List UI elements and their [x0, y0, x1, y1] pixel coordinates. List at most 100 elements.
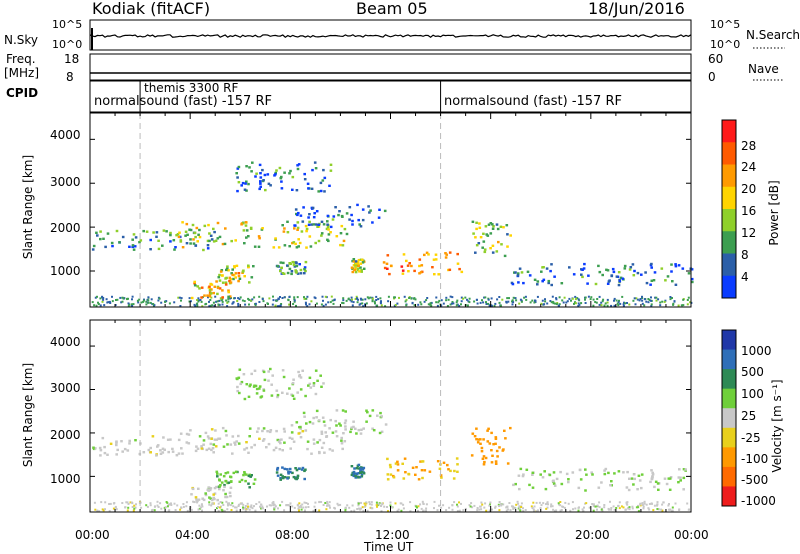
velocity-scatter-cell — [250, 372, 253, 376]
velocity-ground-cell — [537, 509, 539, 512]
power-ground-cell — [440, 299, 443, 302]
power-scatter-cell — [279, 177, 283, 180]
power-scatter-cell — [202, 248, 205, 252]
velocity-ground-cell — [440, 506, 443, 509]
power-ground-cell — [638, 299, 641, 302]
power-colorbar-segment — [722, 142, 736, 165]
velocity-ground-cell — [618, 501, 621, 504]
velocity-ground-cell — [470, 502, 473, 505]
power-scatter-cell — [245, 236, 248, 239]
power-scatter-cell — [219, 297, 223, 300]
velocity-scatter-cell — [630, 477, 634, 480]
velocity-scatter-cell — [256, 430, 259, 433]
power-ground-cell — [657, 298, 660, 301]
velocity-scatter-cell — [628, 477, 631, 480]
velocity-scatter-cell — [255, 392, 259, 395]
velocity-scatter-cell — [98, 446, 102, 450]
power-scatter-cell — [427, 253, 430, 256]
noise-panel-frame — [89, 19, 692, 51]
velocity-scatter-cell — [280, 438, 283, 441]
velocity-scatter-cell — [262, 427, 266, 430]
velocity-scatter-cell — [198, 435, 202, 438]
velocity-ground-cell — [167, 503, 170, 506]
power-ground-cell — [613, 304, 616, 307]
power-scatter-cell — [191, 223, 195, 227]
power-scatter-cell — [133, 245, 137, 248]
power-scatter-cell — [338, 210, 341, 213]
velocity-scatter-cell — [315, 409, 319, 413]
velocity-scatter-cell — [577, 486, 581, 490]
power-scatter-cell — [286, 271, 290, 275]
velocity-scatter-cell — [224, 492, 227, 496]
velocity-ground-cell — [674, 502, 677, 505]
velocity-scatter-cell — [223, 483, 226, 487]
power-scatter-cell — [319, 181, 323, 185]
velocity-ground-cell — [419, 503, 422, 506]
power-scatter-cell — [118, 241, 121, 244]
power-ground-cell — [287, 299, 290, 302]
velocity-ground-cell — [425, 503, 428, 506]
velocity-scatter-cell — [322, 420, 326, 423]
power-ground-cell — [262, 300, 265, 303]
velocity-ground-cell — [226, 508, 229, 511]
velocity-scatter-cell — [128, 442, 131, 445]
power-scatter-cell — [526, 270, 530, 273]
power-ground-cell — [520, 300, 523, 303]
velocity-ground-cell — [491, 508, 493, 511]
velocity-scatter-cell — [490, 431, 493, 435]
velocity-ground-cell — [125, 501, 128, 504]
power-ground-cell — [405, 298, 408, 301]
power-scatter-cell — [99, 237, 102, 241]
power-ground-cell — [677, 304, 680, 307]
velocity-scatter-cell — [195, 445, 198, 448]
power-ground-cell — [483, 296, 486, 299]
power-scatter-cell — [503, 254, 507, 258]
power-ground-cell — [164, 300, 167, 303]
velocity-ground-cell — [648, 508, 651, 511]
velocity-scatter-cell — [625, 486, 629, 489]
velocity-scatter-cell — [340, 436, 343, 440]
power-scatter-cell — [209, 234, 213, 237]
power-ground-cell — [215, 300, 218, 303]
power-scatter-cell — [131, 245, 134, 249]
power-scatter-cell — [157, 247, 161, 251]
power-ground-cell — [247, 297, 250, 300]
power-scatter-cell — [293, 265, 297, 268]
power-scatter-cell — [580, 273, 583, 276]
velocity-ground-cell — [531, 507, 534, 509]
velocity-ground-cell — [425, 507, 428, 510]
velocity-scatter-cell — [553, 484, 557, 487]
velocity-ground-cell — [609, 500, 611, 503]
power-scatter-cell — [303, 272, 306, 275]
power-ground-cell — [555, 298, 558, 301]
power-scatter-cell — [377, 216, 381, 219]
power-scatter-cell — [478, 226, 482, 229]
velocity-scatter-cell — [380, 415, 383, 418]
velocity-scatter-cell — [341, 447, 344, 451]
power-scatter-cell — [267, 182, 271, 185]
power-scatter-cell — [545, 267, 549, 270]
power-ground-cell — [278, 305, 281, 308]
power-ground-cell — [101, 300, 104, 303]
power-ground-cell — [484, 296, 487, 299]
power-scatter-cell — [418, 272, 421, 275]
power-scatter-cell — [145, 230, 149, 233]
power-scatter-cell — [303, 268, 306, 271]
power-ground-cell — [487, 302, 490, 305]
power-scatter-cell — [295, 189, 299, 192]
power-ground-cell — [584, 302, 587, 304]
x-tick: 12:00 — [375, 528, 410, 542]
power-scatter-cell — [179, 239, 183, 242]
power-ground-cell — [114, 304, 117, 306]
power-scatter-cell — [650, 279, 654, 282]
noise-left-tick-bottom: 10^0 — [52, 38, 83, 51]
power-scatter-cell — [161, 244, 164, 247]
power-ground-cell — [120, 301, 123, 304]
power-ground-cell — [498, 301, 501, 304]
power-scatter-cell — [243, 242, 246, 245]
power-ground-cell — [373, 300, 376, 303]
power-ground-cell — [466, 298, 468, 301]
power-scatter-cell — [649, 283, 652, 286]
velocity-ground-cell — [484, 502, 487, 505]
power-scatter-cell — [314, 241, 317, 245]
